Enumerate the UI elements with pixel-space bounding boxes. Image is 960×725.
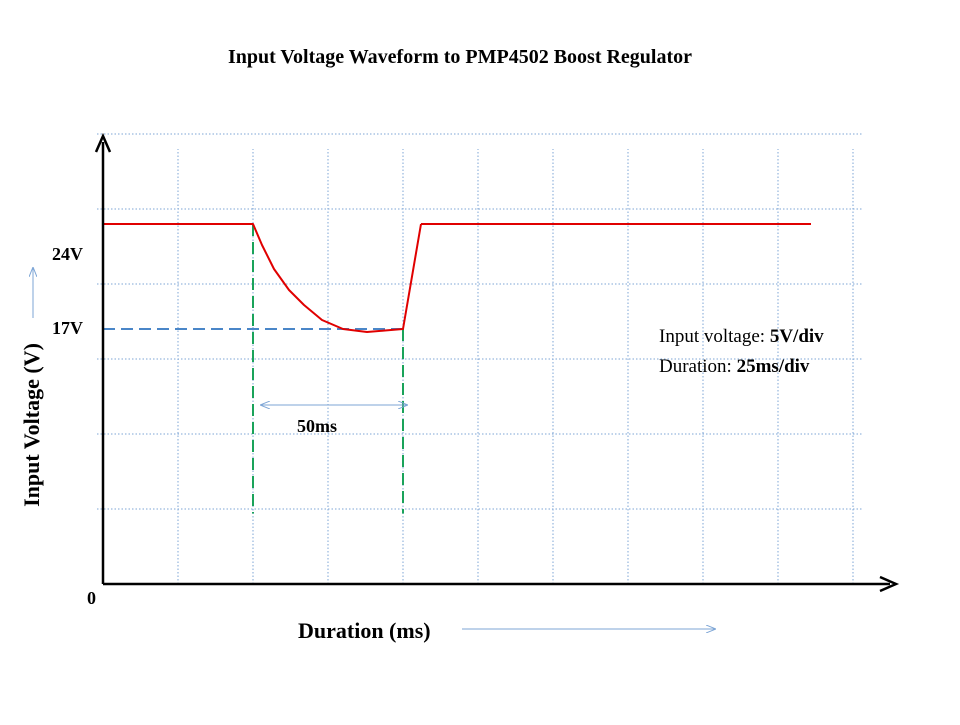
scale-note-voltage-prefix: Input voltage:: [659, 326, 770, 347]
interval-label: 50ms: [297, 416, 337, 436]
origin-label: 0: [87, 588, 96, 608]
x-axis-label: Duration (ms): [298, 618, 431, 643]
series-layer: [103, 223, 811, 333]
y-marker-label-17v: 17V: [52, 318, 83, 338]
axes: [94, 132, 900, 593]
y-marker-label-24v: 24V: [52, 244, 83, 264]
y-axis-label: Input Voltage (V): [19, 343, 44, 507]
scale-note-voltage: Input voltage: 5V/div: [659, 326, 824, 347]
x-axis-arrowhead: [879, 575, 900, 593]
scale-note-voltage-value: 5V/div: [770, 326, 824, 347]
waveform-segment-1: [103, 223, 422, 333]
scale-note-duration-value: 25ms/div: [737, 356, 810, 377]
scale-note-duration: Duration: 25ms/div: [659, 356, 810, 377]
y-axis-arrowhead: [94, 132, 112, 153]
scale-note-duration-prefix: Duration:: [659, 356, 737, 377]
chart-title: Input Voltage Waveform to PMP4502 Boost …: [228, 46, 692, 68]
reference-lines: [103, 224, 404, 514]
